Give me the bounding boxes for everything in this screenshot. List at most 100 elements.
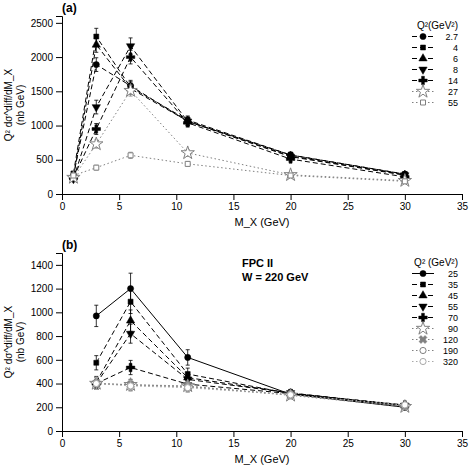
y-tick-mark [56,126,62,127]
legend-item: 8 [412,65,458,75]
legend-item: 90 [412,322,458,335]
y-tick-label: 0 [47,426,53,437]
y-tick: 0 [47,189,62,200]
legend-label: 190 [443,346,458,356]
legend-label: 90 [448,324,458,334]
legend-swatch-marker [421,45,426,50]
error-bar [186,161,190,166]
chart: 0510152025303505001000150020002500M_X (G… [0,0,474,474]
marker [94,360,99,365]
y-tick-mark [56,23,62,24]
legend-swatch-marker [420,358,426,364]
error-bar [71,173,75,177]
series-line [73,46,404,179]
marker [126,44,134,51]
y-tick-label: 1000 [31,120,54,131]
error-bar-cap [129,289,133,290]
x-tick: 25 [343,431,355,449]
error-bar-cap [129,273,133,274]
marker [185,354,191,360]
y-tick-label: 1500 [31,86,54,97]
x-tick-mark [291,194,292,200]
marker [93,380,99,386]
y-tick-mark [56,312,62,313]
marker [92,105,100,112]
y-tick-label: 0 [47,189,53,200]
marker [185,384,191,390]
marker [288,173,293,178]
series [92,324,409,410]
y-tick-mark [56,431,62,432]
y-tick-mark [56,57,62,58]
y-tick-label: 2500 [31,18,54,29]
error-bar-cap [94,113,98,114]
x-tick-label: 15 [228,438,240,449]
marker [94,165,99,170]
error-bar-cap [94,377,98,378]
y-tick: 1500 [31,86,62,97]
legend-label: 2.7 [445,32,458,42]
legend-swatch-marker [420,33,426,39]
series-line [96,302,405,406]
legend-swatch-marker [421,282,426,287]
marker [125,379,137,391]
error-bar-cap [94,377,98,378]
x-axis-line [63,195,463,201]
error-bar-cap [186,392,190,393]
x-tick: 30 [400,194,412,212]
marker [126,53,134,61]
x-tick-label: 20 [286,201,298,212]
error-bar-cap [129,80,133,81]
error-bar-cap [129,379,133,380]
marker [182,380,194,392]
legend-swatch-marker [419,304,427,311]
error-bar-cap [129,380,133,381]
y-tick-label: 200 [36,402,53,413]
y-axis-line [56,254,63,432]
legend-label: 70 [448,313,458,323]
legend-item: 6 [412,54,458,64]
error-bar-cap [94,57,98,58]
legend-item: 55 [412,98,458,108]
series-line [73,65,404,176]
marker [402,402,408,408]
x-axis-title: M_X (GeV) [234,216,289,228]
legend-label: 120 [443,335,458,345]
y-tick-label: 1200 [31,283,54,294]
marker [286,155,294,163]
series [69,38,409,184]
annotation: FPC II [242,257,273,269]
x-tick-mark [291,431,292,437]
panel: 051015202530350200400600800100012001400M… [3,238,468,465]
legend-label: 8 [453,65,458,75]
legend-item: 320 [412,357,458,367]
y-tick-mark [56,407,62,408]
legend-item: 45 [412,291,458,301]
error-bar-cap [94,134,98,135]
y-tick-mark [56,160,62,161]
series [93,378,408,409]
x-tick-label: 10 [171,201,183,212]
error-bar-cap [94,369,98,370]
y-tick-label: 2000 [31,52,54,63]
series [94,290,408,409]
marker [402,402,408,408]
error-bar-cap [129,391,133,392]
series-line [96,368,405,405]
y-tick-label: 500 [36,154,53,165]
x-tick: 10 [171,194,183,212]
legend-item: 14 [412,76,458,86]
legend-item: 2.7 [412,32,458,42]
error-bar-cap [94,389,98,390]
legend-swatch-marker [421,100,426,105]
legend-item: 120 [412,333,458,345]
error-bar-cap [129,309,133,310]
error-bar [94,356,98,370]
marker [398,174,411,187]
x-axis-line [63,432,463,438]
legend: Q²(GeV²)2.7468142755 [412,20,458,108]
x-tick-mark [348,431,349,437]
marker [93,62,99,68]
x-tick-label: 25 [343,438,355,449]
legend-swatch-marker [419,291,427,298]
